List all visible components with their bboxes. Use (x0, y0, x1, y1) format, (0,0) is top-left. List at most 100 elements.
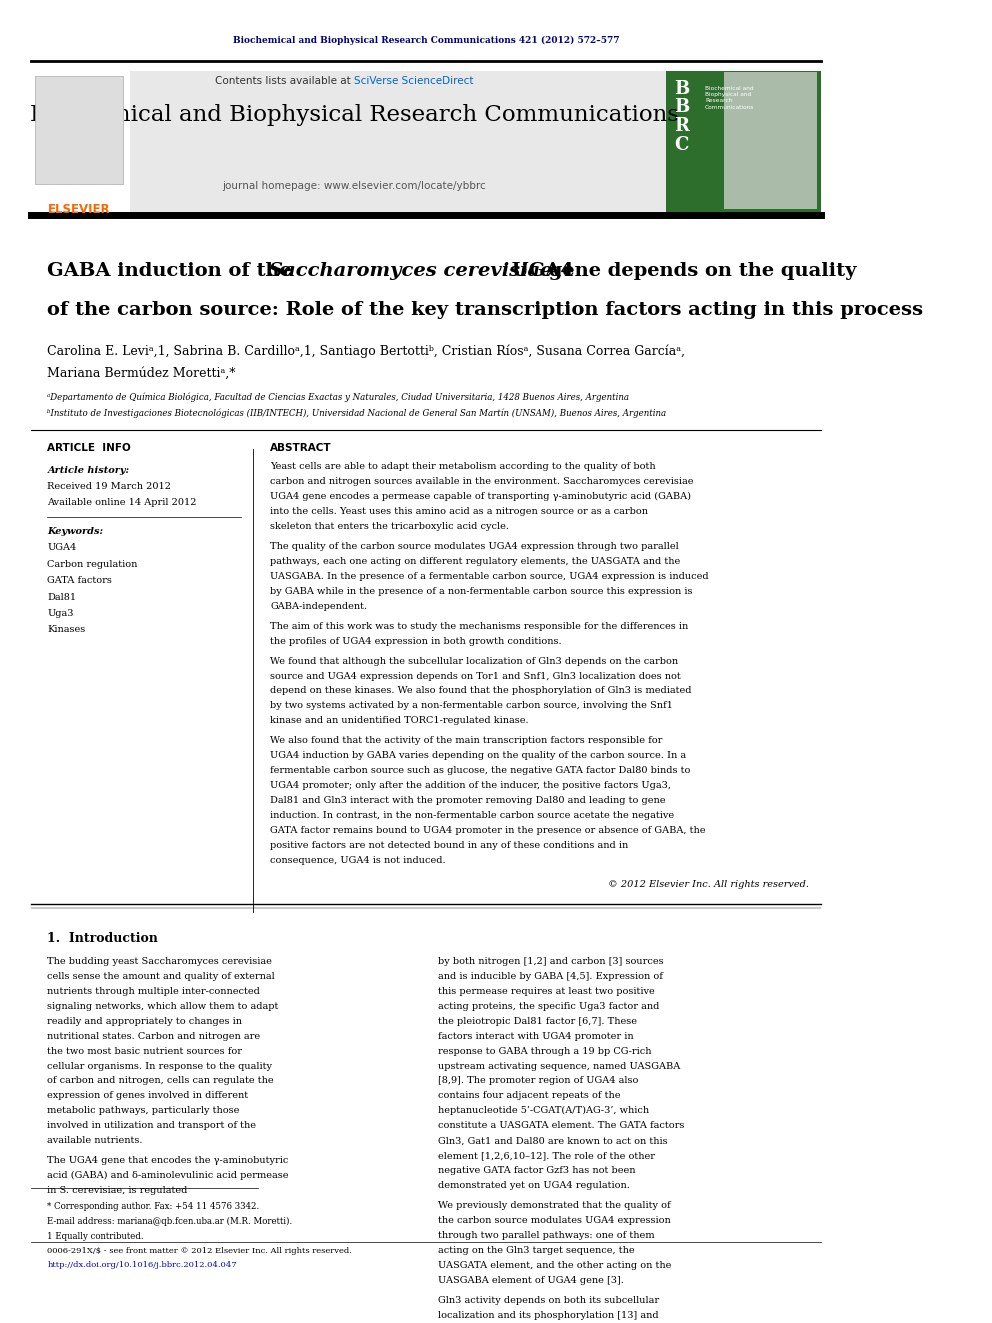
Text: in S. cerevisiae, is regulated: in S. cerevisiae, is regulated (48, 1187, 187, 1195)
Text: into the cells. Yeast uses this amino acid as a nitrogen source or as a carbon: into the cells. Yeast uses this amino ac… (270, 507, 649, 516)
Text: kinase and an unidentified TORC1-regulated kinase.: kinase and an unidentified TORC1-regulat… (270, 716, 529, 725)
Text: Biochemical and Biophysical Research Communications: Biochemical and Biophysical Research Com… (30, 103, 679, 126)
Text: by both nitrogen [1,2] and carbon [3] sources: by both nitrogen [1,2] and carbon [3] so… (438, 957, 664, 966)
Text: ᵇInstituto de Investigaciones Biotecnológicas (IIB/INTECH), Universidad Nacional: ᵇInstituto de Investigaciones Biotecnoló… (48, 409, 667, 418)
Text: © 2012 Elsevier Inc. All rights reserved.: © 2012 Elsevier Inc. All rights reserved… (607, 880, 808, 889)
Text: cells sense the amount and quality of external: cells sense the amount and quality of ex… (48, 972, 275, 980)
Text: depend on these kinases. We also found that the phosphorylation of Gln3 is media: depend on these kinases. We also found t… (270, 687, 691, 696)
Text: journal homepage: www.elsevier.com/locate/ybbrc: journal homepage: www.elsevier.com/locat… (222, 181, 486, 191)
Text: acting on the Gln3 target sequence, the: acting on the Gln3 target sequence, the (438, 1246, 635, 1254)
Text: factors interact with UGA4 promoter in: factors interact with UGA4 promoter in (438, 1032, 634, 1041)
Text: SciVerse ScienceDirect: SciVerse ScienceDirect (354, 75, 474, 86)
Text: by GABA while in the presence of a non-fermentable carbon source this expression: by GABA while in the presence of a non-f… (270, 586, 692, 595)
Text: signaling networks, which allow them to adapt: signaling networks, which allow them to … (48, 1002, 279, 1011)
Text: * Corresponding author. Fax: +54 11 4576 3342.: * Corresponding author. Fax: +54 11 4576… (48, 1201, 260, 1211)
Text: involved in utilization and transport of the: involved in utilization and transport of… (48, 1122, 257, 1130)
Text: GATA factor remains bound to UGA4 promoter in the presence or absence of GABA, t: GATA factor remains bound to UGA4 promot… (270, 826, 705, 835)
Text: Biochemical and Biophysical Research Communications 421 (2012) 572–577: Biochemical and Biophysical Research Com… (232, 36, 619, 45)
Text: constitute a UASGATA element. The GATA factors: constitute a UASGATA element. The GATA f… (438, 1122, 684, 1130)
Text: The UGA4 gene that encodes the γ-aminobutyric: The UGA4 gene that encodes the γ-aminobu… (48, 1156, 289, 1166)
Text: GABA-independent.: GABA-independent. (270, 602, 367, 611)
Text: of the carbon source: Role of the key transcription factors acting in this proce: of the carbon source: Role of the key tr… (48, 302, 924, 319)
FancyBboxPatch shape (724, 73, 817, 209)
Text: through two parallel pathways: one of them: through two parallel pathways: one of th… (438, 1230, 655, 1240)
Text: 1.  Introduction: 1. Introduction (48, 931, 159, 945)
Text: induction. In contrast, in the non-fermentable carbon source acetate the negativ: induction. In contrast, in the non-ferme… (270, 811, 675, 820)
Text: nutrients through multiple inter-connected: nutrients through multiple inter-connect… (48, 987, 260, 996)
Text: Carolina E. Leviᵃ,1, Sabrina B. Cardilloᵃ,1, Santiago Bertottiᵇ, Cristian Ríosᵃ,: Carolina E. Leviᵃ,1, Sabrina B. Cardillo… (48, 344, 685, 359)
Text: and is inducible by GABA [4,5]. Expression of: and is inducible by GABA [4,5]. Expressi… (438, 972, 664, 980)
Text: GABA induction of the: GABA induction of the (48, 262, 299, 280)
Text: Mariana Bermúdez Morettiᵃ,*: Mariana Bermúdez Morettiᵃ,* (48, 368, 236, 380)
Text: Biochemical and
Biophysical and
Research
Communications: Biochemical and Biophysical and Research… (705, 86, 755, 110)
FancyBboxPatch shape (31, 71, 666, 213)
Text: Dal81: Dal81 (48, 593, 76, 602)
Text: upstream activating sequence, named UASGABA: upstream activating sequence, named UASG… (438, 1061, 681, 1070)
Text: expression of genes involved in different: expression of genes involved in differen… (48, 1091, 249, 1101)
Text: fermentable carbon source such as glucose, the negative GATA factor Dal80 binds : fermentable carbon source such as glucos… (270, 766, 690, 775)
Text: pathways, each one acting on different regulatory elements, the UASGATA and the: pathways, each one acting on different r… (270, 557, 681, 566)
Text: nutritional states. Carbon and nitrogen are: nutritional states. Carbon and nitrogen … (48, 1032, 261, 1041)
FancyBboxPatch shape (35, 75, 123, 184)
Text: element [1,2,6,10–12]. The role of the other: element [1,2,6,10–12]. The role of the o… (438, 1151, 656, 1160)
Text: UGA4 gene encodes a permease capable of transporting γ-aminobutyric acid (GABA): UGA4 gene encodes a permease capable of … (270, 492, 691, 501)
Text: the carbon source modulates UGA4 expression: the carbon source modulates UGA4 express… (438, 1216, 672, 1225)
Text: Article history:: Article history: (48, 466, 130, 475)
Text: UGA4 induction by GABA varies depending on the quality of the carbon source. In : UGA4 induction by GABA varies depending … (270, 751, 686, 761)
Text: readily and appropriately to changes in: readily and appropriately to changes in (48, 1016, 242, 1025)
Text: [8,9]. The promoter region of UGA4 also: [8,9]. The promoter region of UGA4 also (438, 1077, 639, 1085)
Text: contains four adjacent repeats of the: contains four adjacent repeats of the (438, 1091, 621, 1101)
Text: UGA4: UGA4 (505, 262, 573, 280)
Text: response to GABA through a 19 bp CG-rich: response to GABA through a 19 bp CG-rich (438, 1046, 652, 1056)
Text: Received 19 March 2012: Received 19 March 2012 (48, 483, 172, 491)
Text: localization and its phosphorylation [13] and: localization and its phosphorylation [13… (438, 1311, 659, 1319)
Text: Carbon regulation: Carbon regulation (48, 560, 138, 569)
Text: consequence, UGA4 is not induced.: consequence, UGA4 is not induced. (270, 856, 446, 865)
Text: ᵃDepartamento de Química Biológica, Facultad de Ciencias Exactas y Naturales, Ci: ᵃDepartamento de Química Biológica, Facu… (48, 393, 630, 402)
Text: the two most basic nutrient sources for: the two most basic nutrient sources for (48, 1046, 242, 1056)
Text: skeleton that enters the tricarboxylic acid cycle.: skeleton that enters the tricarboxylic a… (270, 521, 509, 531)
Text: We previously demonstrated that the quality of: We previously demonstrated that the qual… (438, 1201, 672, 1211)
Text: UGA4 promoter; only after the addition of the inducer, the positive factors Uga3: UGA4 promoter; only after the addition o… (270, 781, 672, 790)
Text: 0006-291X/$ - see front matter © 2012 Elsevier Inc. All rights reserved.: 0006-291X/$ - see front matter © 2012 El… (48, 1248, 352, 1256)
Text: acting proteins, the specific Uga3 factor and: acting proteins, the specific Uga3 facto… (438, 1002, 660, 1011)
Text: demonstrated yet on UGA4 regulation.: demonstrated yet on UGA4 regulation. (438, 1181, 630, 1189)
FancyBboxPatch shape (666, 71, 821, 213)
Text: negative GATA factor Gzf3 has not been: negative GATA factor Gzf3 has not been (438, 1166, 636, 1175)
Text: ABSTRACT: ABSTRACT (270, 443, 332, 454)
Text: of carbon and nitrogen, cells can regulate the: of carbon and nitrogen, cells can regula… (48, 1077, 274, 1085)
Text: Saccharomyces cerevisiae: Saccharomyces cerevisiae (269, 262, 553, 280)
Text: acid (GABA) and δ-aminolevulinic acid permease: acid (GABA) and δ-aminolevulinic acid pe… (48, 1171, 289, 1180)
Text: Contents lists available at: Contents lists available at (215, 75, 354, 86)
Text: source and UGA4 expression depends on Tor1 and Snf1, Gln3 localization does not: source and UGA4 expression depends on To… (270, 672, 682, 680)
Text: ELSEVIER: ELSEVIER (48, 202, 111, 216)
Text: 1 Equally contributed.: 1 Equally contributed. (48, 1232, 144, 1241)
Text: The budding yeast Saccharomyces cerevisiae: The budding yeast Saccharomyces cerevisi… (48, 957, 273, 966)
Text: UGA4: UGA4 (48, 544, 76, 552)
Text: B
B
R
C: B B R C (674, 79, 689, 153)
Text: Kinases: Kinases (48, 626, 85, 635)
Text: cellular organisms. In response to the quality: cellular organisms. In response to the q… (48, 1061, 273, 1070)
Text: UASGABA. In the presence of a fermentable carbon source, UGA4 expression is indu: UASGABA. In the presence of a fermentabl… (270, 572, 709, 581)
Text: Keywords:: Keywords: (48, 527, 103, 536)
Text: by two systems activated by a non-fermentable carbon source, involving the Snf1: by two systems activated by a non-fermen… (270, 701, 674, 710)
Text: http://dx.doi.org/10.1016/j.bbrc.2012.04.047: http://dx.doi.org/10.1016/j.bbrc.2012.04… (48, 1261, 237, 1269)
Text: E-mail address: mariana@qb.fcen.uba.ar (M.R. Moretti).: E-mail address: mariana@qb.fcen.uba.ar (… (48, 1217, 293, 1226)
Text: Yeast cells are able to adapt their metabolism according to the quality of both: Yeast cells are able to adapt their meta… (270, 462, 656, 471)
Text: The quality of the carbon source modulates UGA4 expression through two parallel: The quality of the carbon source modulat… (270, 542, 680, 550)
Text: The aim of this work was to study the mechanisms responsible for the differences: The aim of this work was to study the me… (270, 622, 688, 631)
Text: metabolic pathways, particularly those: metabolic pathways, particularly those (48, 1106, 240, 1115)
Text: We found that although the subcellular localization of Gln3 depends on the carbo: We found that although the subcellular l… (270, 656, 679, 665)
Text: positive factors are not detected bound in any of these conditions and in: positive factors are not detected bound … (270, 841, 629, 849)
Text: carbon and nitrogen sources available in the environment. Saccharomyces cerevisi: carbon and nitrogen sources available in… (270, 478, 693, 486)
Text: Uga3: Uga3 (48, 609, 74, 618)
Text: UASGABA element of UGA4 gene [3].: UASGABA element of UGA4 gene [3]. (438, 1275, 624, 1285)
Text: Dal81 and Gln3 interact with the promoter removing Dal80 and leading to gene: Dal81 and Gln3 interact with the promote… (270, 796, 666, 806)
FancyBboxPatch shape (31, 71, 130, 213)
Text: heptanucleotide 5’-CGAT(A/T)AG-3’, which: heptanucleotide 5’-CGAT(A/T)AG-3’, which (438, 1106, 650, 1115)
Text: ARTICLE  INFO: ARTICLE INFO (48, 443, 131, 454)
Text: Gln3 activity depends on both its subcellular: Gln3 activity depends on both its subcel… (438, 1295, 660, 1304)
Text: Available online 14 April 2012: Available online 14 April 2012 (48, 497, 197, 507)
Text: Gln3, Gat1 and Dal80 are known to act on this: Gln3, Gat1 and Dal80 are known to act on… (438, 1136, 669, 1146)
Text: UASGATA element, and the other acting on the: UASGATA element, and the other acting on… (438, 1261, 672, 1270)
